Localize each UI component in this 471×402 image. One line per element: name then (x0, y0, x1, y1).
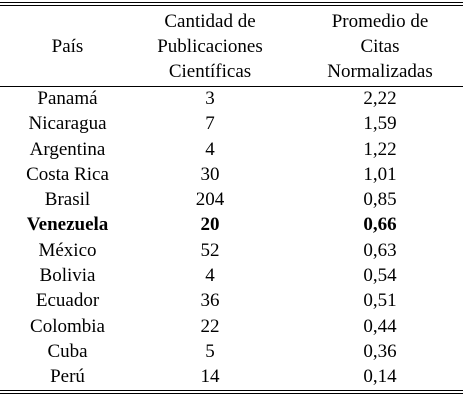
table-row: Perú 14 0,14 (0, 364, 463, 389)
cell-cites: 0,63 (363, 239, 397, 261)
cell-country: Costa Rica (26, 163, 109, 185)
table-row: Colombia 22 0,44 (0, 314, 463, 339)
header-citations-line: Citas (360, 35, 400, 57)
cell-country: Panamá (37, 88, 98, 109)
header-citations: Promedio de Citas Normalizadas (300, 8, 460, 84)
cell-cites: 0,51 (363, 290, 397, 312)
table-row: México 52 0,63 (0, 238, 463, 263)
cell-country: Ecuador (35, 290, 100, 312)
cell-pubs: 14 (200, 366, 220, 388)
cell-cites: 2,22 (363, 88, 397, 109)
header-publications-line: Cantidad de (164, 10, 256, 32)
header-citations-line: Promedio de (331, 10, 429, 32)
header-publications-line: Científicas (168, 60, 252, 82)
header-publications-line: Publicaciones (157, 35, 263, 57)
table-row: Nicaragua 7 1,59 (0, 111, 463, 136)
table-bottom-rule (0, 390, 463, 391)
table-header: País Cantidad de Publicaciones Científic… (0, 8, 463, 84)
table-bottom-rule-second (0, 393, 463, 394)
cell-cites: 1,59 (363, 113, 397, 135)
cell-country: Argentina (29, 138, 106, 160)
cell-pubs: 3 (205, 88, 215, 109)
table-row: Venezuela 20 0,66 (0, 212, 463, 237)
cell-cites: 0,66 (363, 214, 397, 236)
cell-pubs: 36 (200, 290, 220, 312)
cell-pubs: 4 (205, 265, 215, 287)
cell-cites: 0,44 (363, 315, 397, 337)
cell-pubs: 5 (205, 340, 215, 362)
cell-pubs: 30 (200, 163, 220, 185)
cell-country: México (38, 239, 97, 261)
table-row: Cuba 5 0,36 (0, 339, 463, 364)
table-row: Costa Rica 30 1,01 (0, 162, 463, 187)
table-row: Bolivia 4 0,54 (0, 263, 463, 288)
table-row: Panamá 3 2,22 (0, 86, 463, 111)
cell-cites: 0,54 (363, 265, 397, 287)
cell-cites: 1,22 (363, 138, 397, 160)
cell-country: Venezuela (26, 214, 109, 236)
header-country: País (0, 8, 135, 84)
cell-pubs: 4 (205, 138, 215, 160)
header-publications: Cantidad de Publicaciones Científicas (135, 8, 285, 84)
table-top-rule (0, 2, 463, 3)
table-row: Ecuador 36 0,51 (0, 288, 463, 313)
table-body: Panamá 3 2,22 Nicaragua 7 1,59 Argentina 4 1,22 C… (0, 86, 463, 390)
cell-cites: 0,36 (363, 340, 397, 362)
cell-cites: 0,85 (363, 189, 397, 211)
header-divider-rule (0, 86, 463, 87)
cell-cites: 1,01 (363, 163, 397, 185)
cell-country: Perú (50, 366, 85, 388)
cell-pubs: 22 (200, 315, 220, 337)
cell-country: Brasil (44, 189, 91, 211)
header-country-line: País (51, 35, 84, 57)
cell-country: Cuba (47, 340, 88, 362)
table-top-rule-second (0, 5, 463, 6)
cell-pubs: 7 (205, 113, 215, 135)
cell-pubs: 52 (200, 239, 220, 261)
header-citations-line: Normalizadas (327, 60, 433, 82)
table-row: Argentina 4 1,22 (0, 137, 463, 162)
cell-cites: 0,14 (363, 366, 397, 388)
table-row: Brasil 204 0,85 (0, 187, 463, 212)
cell-country: Nicaragua (28, 113, 107, 135)
cell-country: Colombia (30, 315, 105, 337)
cell-country: Bolivia (39, 265, 96, 287)
cell-pubs: 20 (200, 214, 220, 236)
cell-pubs: 204 (195, 189, 225, 211)
